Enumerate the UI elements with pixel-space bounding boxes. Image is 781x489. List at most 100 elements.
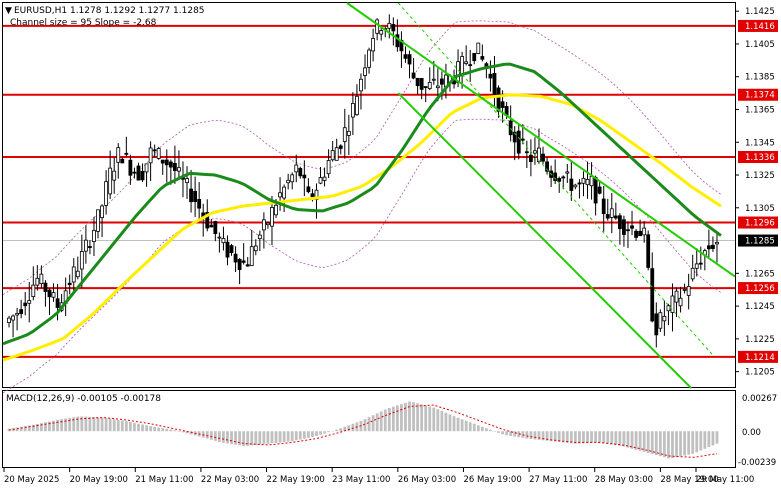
- candle-body: [108, 167, 113, 195]
- candle-body: [512, 131, 517, 143]
- macd-bar: [456, 417, 460, 432]
- y-tick-label: 1.1405: [745, 40, 775, 50]
- ma-slow-line: [2, 93, 722, 362]
- macd-bar: [416, 403, 420, 432]
- candle-body: [148, 147, 153, 164]
- macd-bar: [363, 419, 367, 432]
- y-tick-label: 1.1425: [745, 7, 775, 17]
- macd-bar: [497, 431, 500, 433]
- y-tick-label: 1.1205: [745, 368, 775, 378]
- level-tag-label: 1.1374: [745, 91, 775, 101]
- macd-tick-zero: 0.00: [742, 428, 761, 438]
- candle-body: [601, 198, 606, 215]
- ma-fast-line: [2, 62, 722, 346]
- macd-bar: [39, 423, 43, 432]
- macd-bar: [549, 431, 553, 442]
- candle-body: [19, 309, 24, 315]
- candle-body: [682, 288, 687, 291]
- macd-bar: [173, 430, 177, 432]
- macd-bar: [371, 415, 375, 432]
- macd-bar: [48, 421, 51, 432]
- macd-bar: [622, 431, 626, 447]
- candle-body: [634, 230, 638, 238]
- candle-body: [670, 295, 675, 313]
- candle-body: [395, 34, 400, 48]
- macd-bar: [76, 416, 80, 432]
- candle-body: [650, 268, 655, 322]
- macd-bar: [278, 431, 282, 443]
- candle-body: [593, 177, 598, 204]
- level-tag-label: 1.1214: [745, 353, 775, 363]
- macd-bar: [464, 420, 468, 432]
- candle-body: [278, 192, 282, 198]
- y-tick-label: 1.1305: [745, 204, 775, 214]
- moving-averages: [2, 62, 722, 362]
- x-tick-label: 22 May 03:00: [201, 475, 259, 485]
- macd-bar: [505, 431, 509, 436]
- macd-bar: [537, 431, 541, 440]
- macd-bar: [489, 429, 492, 432]
- candle-body: [528, 154, 533, 162]
- symbol-triangle-icon[interactable]: ▼: [5, 6, 12, 16]
- macd-bar: [120, 420, 124, 432]
- macd-bar: [671, 431, 674, 459]
- candle-body: [257, 234, 262, 240]
- candle-body: [427, 81, 432, 89]
- candle-body: [116, 147, 121, 163]
- candle-body: [597, 186, 602, 194]
- current-price-label: 1.1285: [745, 237, 775, 247]
- candle-body: [557, 178, 562, 182]
- candle-body: [83, 239, 88, 252]
- macd-bar: [683, 431, 687, 456]
- candle-body: [480, 56, 485, 60]
- macd-bar: [509, 431, 513, 436]
- macd-bar: [185, 431, 189, 434]
- macd-bar: [311, 431, 314, 437]
- macd-bar: [472, 423, 476, 432]
- macd-bar: [19, 426, 23, 432]
- candle-body: [431, 78, 436, 81]
- candle-body: [35, 277, 40, 286]
- candle-body: [112, 170, 117, 181]
- current-price-tag: [738, 234, 778, 247]
- candle-body: [140, 170, 145, 181]
- candle-body: [520, 138, 525, 141]
- candle-body: [346, 130, 351, 136]
- macd-bar: [582, 431, 585, 444]
- macd-bar: [533, 431, 537, 440]
- candle-body: [31, 284, 36, 298]
- macd-bar: [133, 422, 136, 432]
- candle-body: [213, 221, 218, 234]
- candle-body: [496, 87, 501, 112]
- macd-bar: [573, 431, 577, 444]
- candle-body: [419, 78, 424, 90]
- candle-body: [249, 246, 254, 266]
- y-tick-label: 1.1385: [745, 73, 775, 83]
- macd-bar: [675, 431, 678, 458]
- macd-bar: [335, 429, 339, 432]
- macd-bar: [618, 431, 622, 446]
- y-tick-label: 1.1225: [745, 335, 775, 345]
- level-tag-label: 1.1256: [745, 284, 775, 294]
- candle-body: [662, 315, 667, 322]
- channel-lower: [397, 92, 692, 389]
- candle-body: [185, 178, 189, 184]
- macd-bar: [432, 407, 436, 432]
- macd-bar: [541, 431, 545, 441]
- candle-body: [569, 178, 574, 191]
- candle-body: [690, 267, 695, 280]
- candle-body: [435, 85, 440, 89]
- candle-body: [160, 159, 165, 164]
- candle-body: [282, 186, 287, 199]
- candle-body: [75, 270, 80, 278]
- candle-body: [533, 150, 537, 154]
- candle-body: [646, 234, 651, 268]
- candle-body: [39, 273, 44, 284]
- candle-body: [168, 161, 173, 168]
- candle-body: [338, 145, 343, 149]
- macd-bar: [149, 426, 153, 432]
- macd-bar: [379, 411, 383, 432]
- macd-bar: [383, 409, 387, 432]
- macd-bar: [569, 431, 573, 444]
